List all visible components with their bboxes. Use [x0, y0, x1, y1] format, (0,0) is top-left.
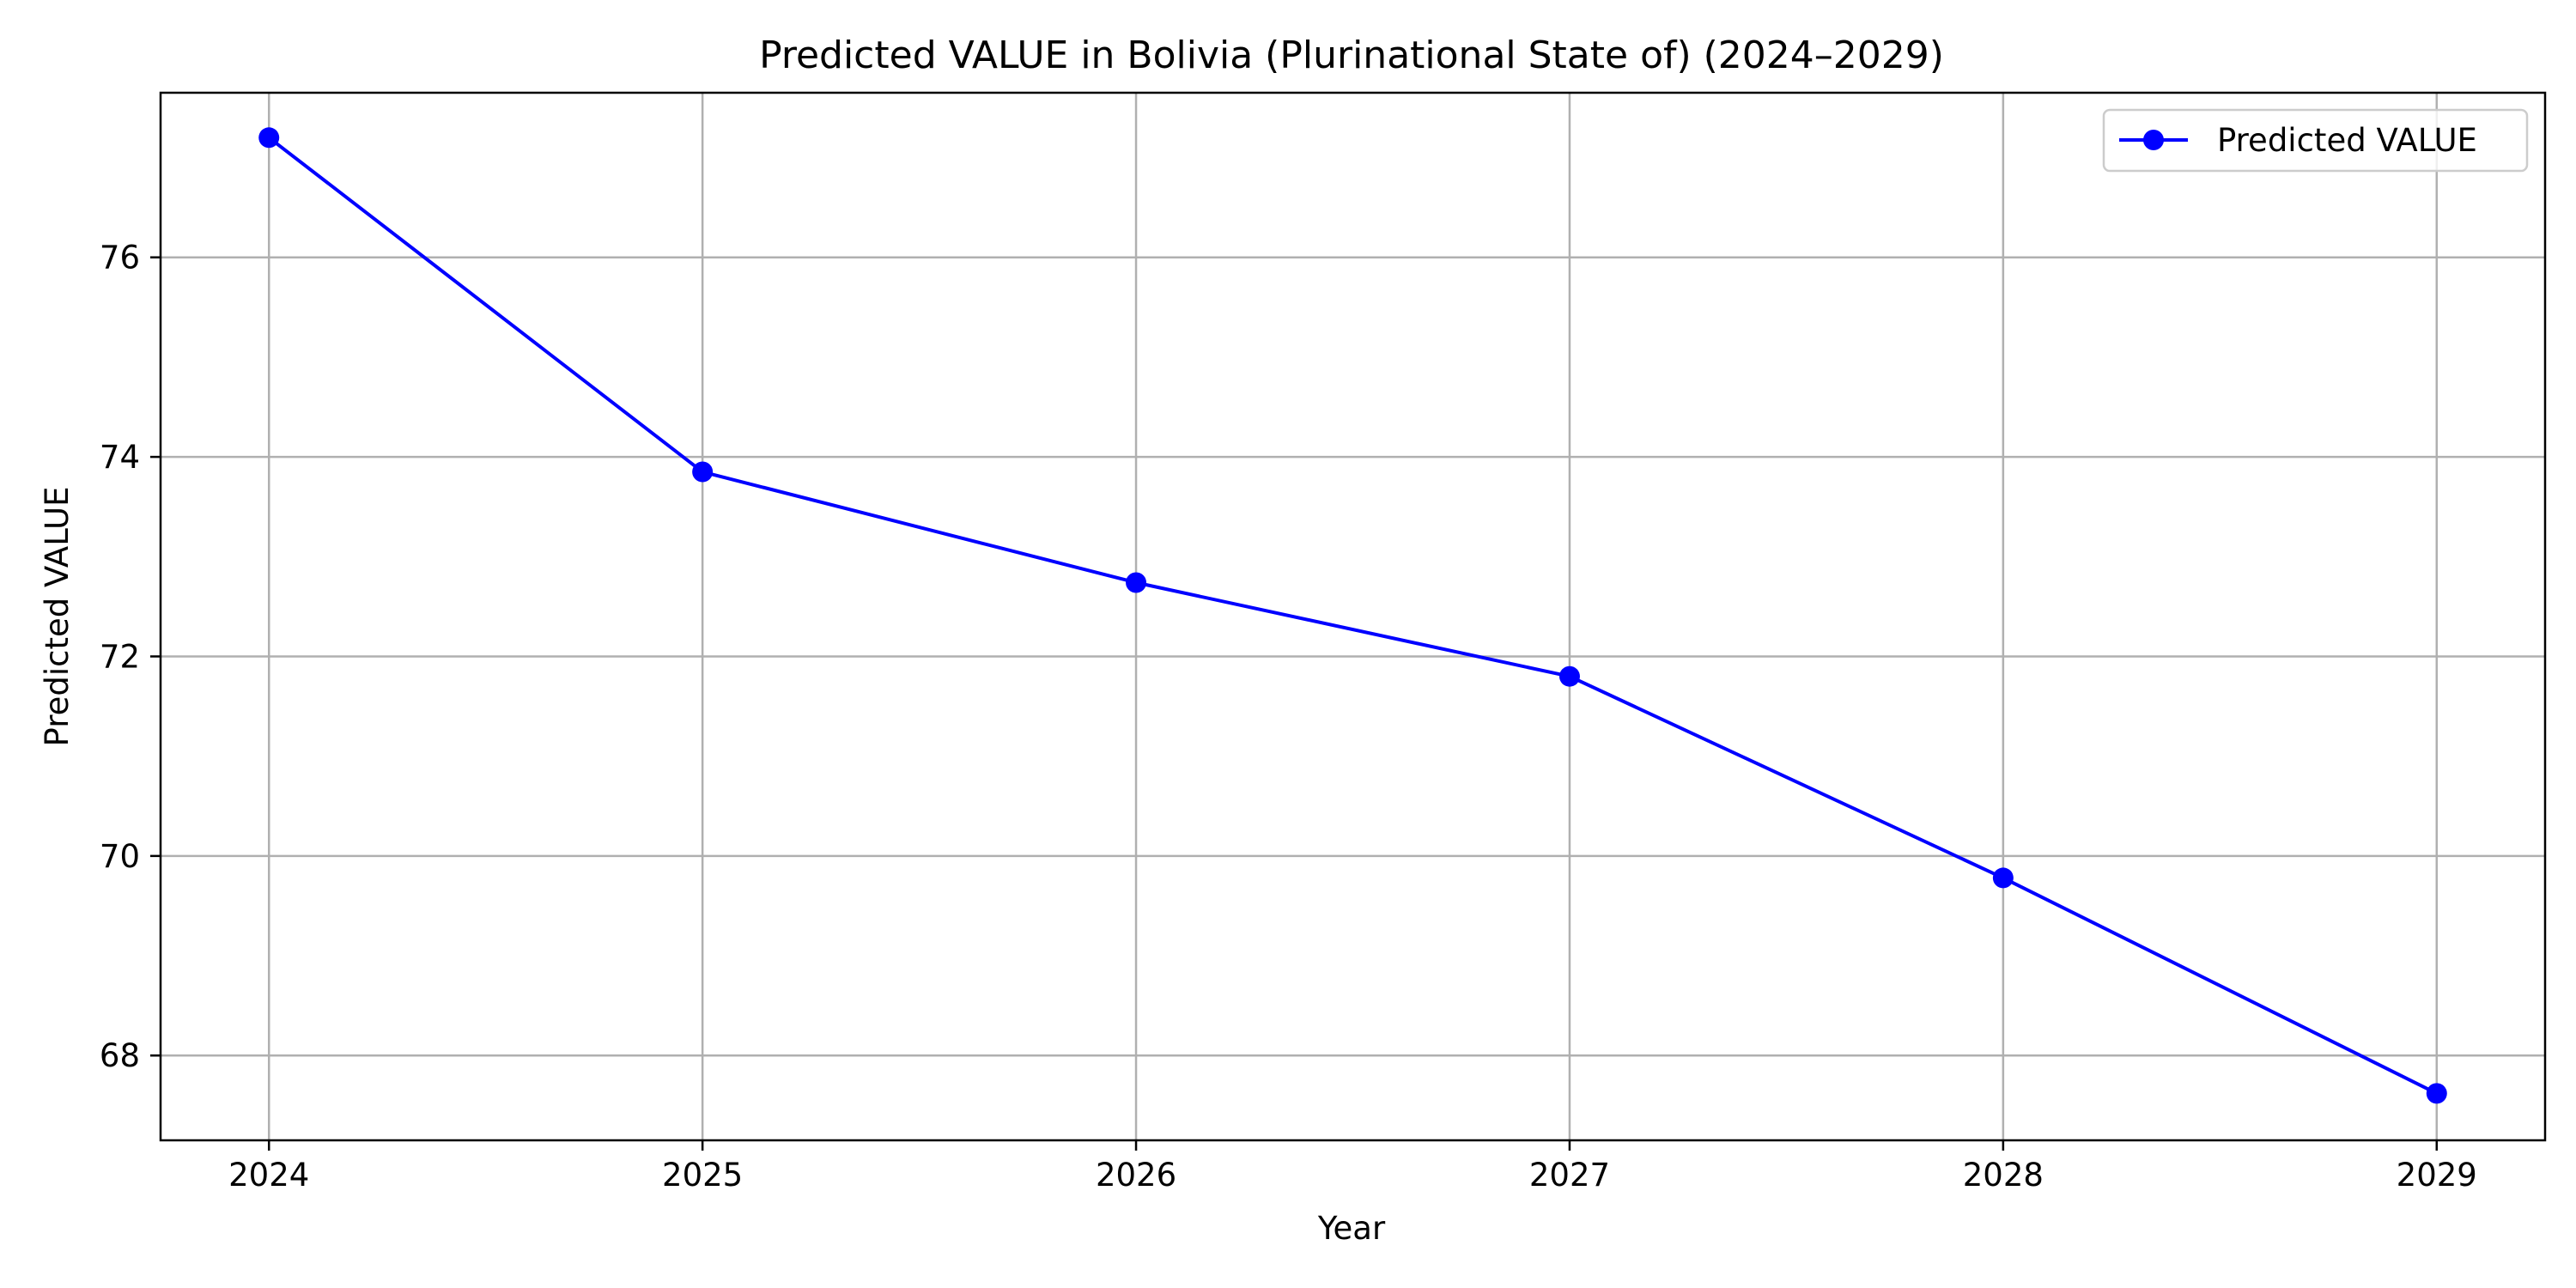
x-tick-label: 2027: [1529, 1157, 1610, 1194]
data-point-2025: [692, 461, 714, 483]
legend-label: Predicted VALUE: [2217, 122, 2477, 159]
legend: Predicted VALUE: [2102, 108, 2529, 173]
y-tick-label: 72: [100, 638, 140, 675]
data-point-2028: [1992, 867, 2014, 889]
data-point-2024: [258, 127, 280, 149]
data-point-2029: [2426, 1083, 2447, 1104]
y-axis-label: Predicted VALUE: [39, 487, 76, 747]
legend-box: [2102, 108, 2529, 173]
x-tick-label: 2028: [1963, 1157, 2044, 1194]
x-tick-label: 2026: [1096, 1157, 1176, 1194]
y-tick-label: 70: [100, 838, 140, 875]
grid: [161, 93, 2545, 1140]
y-tick-label: 74: [100, 439, 140, 476]
x-tick-label: 2025: [662, 1157, 743, 1194]
ticks: 2024 2025 2026 2027 2028 2029 68 70 72 74 76: [100, 240, 2477, 1194]
y-tick-label: 68: [100, 1037, 140, 1074]
series-layer: [258, 127, 2447, 1104]
x-tick-label: 2024: [228, 1157, 309, 1194]
x-tick-label: 2029: [2397, 1157, 2477, 1194]
series-line: [268, 136, 2438, 1096]
y-tick-label: 76: [100, 240, 140, 276]
data-point-2027: [1558, 665, 1580, 687]
x-axis-label: Year: [1317, 1210, 1386, 1247]
chart-title: Predicted VALUE in Bolivia (Plurinationa…: [759, 33, 1944, 77]
legend-marker-sample: [2143, 130, 2164, 150]
plot-area-frame: [159, 91, 2547, 1142]
data-point-2026: [1126, 572, 1147, 593]
